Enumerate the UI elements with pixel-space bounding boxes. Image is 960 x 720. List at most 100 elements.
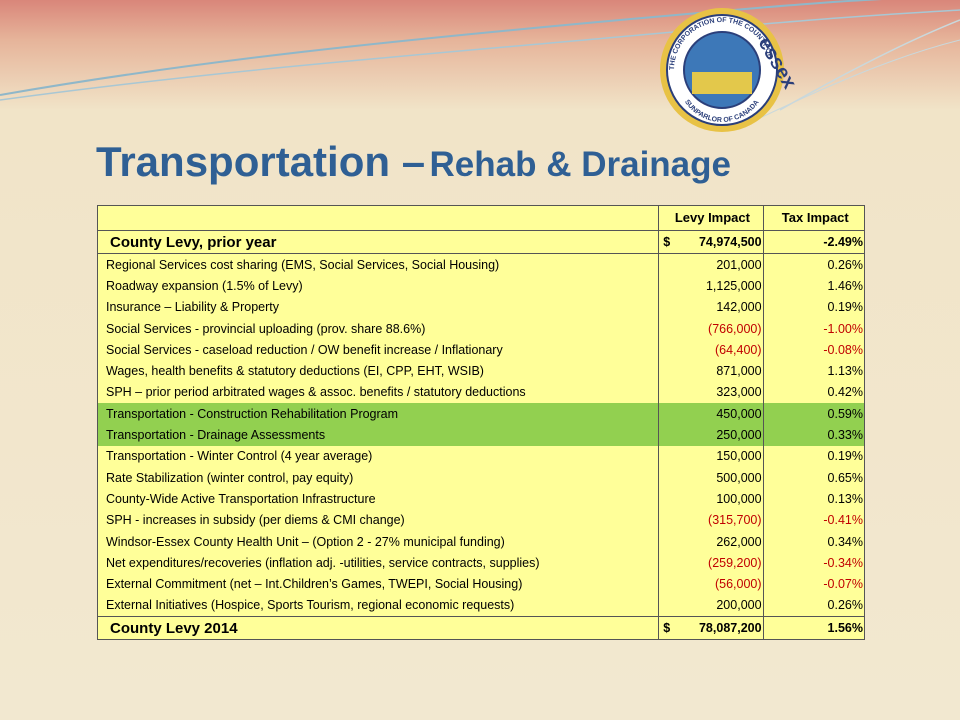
tax-cell: -0.08%: [762, 339, 865, 361]
title-sub: Rehab & Drainage: [429, 145, 731, 184]
levy-cell: 200,000: [658, 594, 764, 617]
levy-cell: 100,000: [658, 488, 764, 510]
table-row: Transportation - Construction Rehabilita…: [97, 403, 865, 425]
tax-cell: 0.59%: [762, 403, 865, 425]
table-row: County Levy 2014 $78,087,200 1.56%: [97, 616, 865, 641]
tax-cell: -1.00%: [762, 317, 865, 340]
header-cell: Tax Impact: [762, 205, 865, 231]
levy-cell: 250,000: [658, 424, 764, 446]
levy-cell: 1,125,000: [658, 275, 764, 297]
table-row: Social Services - provincial uploading (…: [98, 317, 865, 340]
tax-cell: 0.65%: [762, 466, 865, 489]
levy-cell: (315,700): [658, 509, 764, 531]
levy-cell: 323,000: [658, 381, 764, 404]
row-label: External Commitment (net – Int.Children’…: [106, 577, 523, 592]
currency: $: [663, 235, 671, 249]
levy-value: 1,125,000: [705, 278, 762, 293]
levy-value: 78,087,200: [698, 621, 762, 636]
currency: $: [663, 621, 671, 636]
row-label: Transportation - Construction Rehabilita…: [97, 403, 659, 425]
table-row: Transportation - Drainage Assessments 250…: [97, 424, 865, 446]
row-label: Net expenditures/recoveries (inflation a…: [106, 555, 540, 570]
table-row: Wages, health benefits & statutory deduc…: [98, 360, 865, 382]
levy-value: 200,000: [716, 598, 762, 613]
levy-cell: 500,000: [658, 466, 764, 489]
tax-cell: 0.19%: [762, 296, 865, 318]
table-row: Social Services - caseload reduction / O…: [98, 339, 865, 361]
table-row: SPH – prior period arbitrated wages & as…: [98, 381, 865, 404]
levy-value: (766,000): [708, 321, 762, 336]
slide-title: Transportation – Rehab & Drainage: [96, 138, 731, 186]
row-label: Transportation - Drainage Assessments: [97, 424, 659, 446]
row-label: County Levy 2014: [97, 616, 659, 641]
tax-cell: 0.26%: [762, 594, 865, 617]
levy-value: 323,000: [716, 385, 762, 400]
table-row: Rate Stabilization (winter control, pay …: [98, 466, 865, 489]
table-row: External Initiatives (Hospice, Sports To…: [98, 594, 865, 617]
table-row: External Commitment (net – Int.Children’…: [98, 573, 865, 595]
table-row: Insurance – Liability & Property 142,000 0…: [98, 296, 865, 318]
levy-value: 100,000: [716, 491, 762, 506]
row-label: Roadway expansion (1.5% of Levy): [106, 278, 303, 293]
levy-cell: (766,000): [658, 317, 764, 340]
table-row: Transportation - Winter Control (4 year …: [98, 445, 865, 467]
table-row: County Levy, prior year $74,974,500 -2.49%: [97, 230, 865, 254]
levy-value: 201,000: [716, 257, 762, 272]
levy-cell: $78,087,200: [658, 616, 764, 641]
levy-value: 142,000: [716, 300, 762, 315]
row-label: Rate Stabilization (winter control, pay …: [106, 470, 354, 485]
levy-cell: 150,000: [658, 445, 764, 467]
tax-cell: -0.41%: [762, 509, 865, 531]
table-row: Roadway expansion (1.5% of Levy) 1,125,00…: [98, 275, 865, 297]
tax-cell: 0.13%: [762, 488, 865, 510]
row-label: Social Services - caseload reduction / O…: [106, 342, 503, 357]
tax-cell: -0.07%: [762, 573, 865, 595]
levy-value: 74,974,500: [698, 235, 762, 249]
levy-cell: $74,974,500: [658, 230, 764, 254]
tax-cell: 1.46%: [762, 275, 865, 297]
row-label: Wages, health benefits & statutory deduc…: [106, 364, 484, 379]
levy-value: (315,700): [708, 513, 762, 528]
tax-cell: 0.33%: [762, 424, 865, 446]
levy-value: 871,000: [716, 364, 762, 379]
table-row: Net expenditures/recoveries (inflation a…: [98, 552, 865, 574]
levy-cell: 262,000: [658, 530, 764, 553]
levy-cell: 450,000: [658, 403, 764, 425]
title-main: Transportation –: [96, 138, 426, 185]
table-row: SPH - increases in subsidy (per diems & …: [98, 509, 865, 531]
row-label: Transportation - Winter Control (4 year …: [106, 449, 373, 464]
header-row: Levy Impact Tax Impact: [98, 205, 865, 231]
levy-table: Levy Impact Tax Impact County Levy, prior …: [97, 205, 865, 641]
row-label: Windsor-Essex County Health Unit – (Opti…: [106, 534, 505, 549]
row-label: County Levy, prior year: [97, 230, 659, 254]
row-label: SPH – prior period arbitrated wages & as…: [106, 385, 526, 400]
logo: THE CORPORATION OF THE COUNTY OF SUNPARL…: [660, 8, 801, 132]
row-label: Regional Services cost sharing (EMS, Soc…: [106, 257, 500, 272]
row-label: Insurance – Liability & Property: [106, 300, 280, 315]
tax-cell: -2.49%: [762, 230, 865, 254]
levy-value: 500,000: [716, 470, 762, 485]
table-row: Windsor-Essex County Health Unit – (Opti…: [98, 530, 865, 553]
decoration: THE CORPORATION OF THE COUNTY OF SUNPARL…: [0, 0, 960, 132]
levy-cell: 871,000: [658, 360, 764, 382]
tax-cell: 0.42%: [762, 381, 865, 404]
levy-value: (56,000): [714, 577, 762, 592]
tax-cell: 0.26%: [762, 253, 865, 276]
levy-value: 450,000: [716, 406, 762, 421]
levy-value: (259,200): [708, 555, 762, 570]
table-row: Regional Services cost sharing (EMS, Soc…: [98, 253, 865, 276]
tax-cell: -0.34%: [762, 552, 865, 574]
levy-value: 150,000: [716, 449, 762, 464]
row-label: Social Services - provincial uploading (…: [106, 321, 426, 336]
row-label: County-Wide Active Transportation Infras…: [106, 491, 376, 506]
levy-value: 250,000: [716, 428, 762, 443]
tax-cell: 0.19%: [762, 445, 865, 467]
tax-cell: 0.34%: [762, 530, 865, 553]
levy-cell: (259,200): [658, 552, 764, 574]
levy-cell: (56,000): [658, 573, 764, 595]
tax-cell: 1.56%: [762, 616, 865, 641]
table-row: County-Wide Active Transportation Infras…: [98, 488, 865, 510]
levy-cell: 201,000: [658, 253, 764, 276]
row-label: External Initiatives (Hospice, Sports To…: [106, 598, 515, 613]
